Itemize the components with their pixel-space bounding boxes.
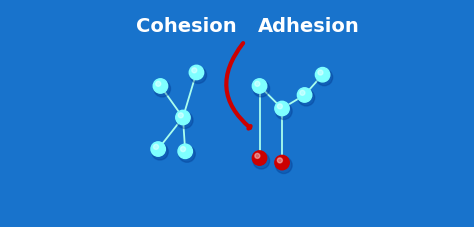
Circle shape: [315, 68, 330, 83]
Circle shape: [192, 69, 197, 74]
Text: Cohesion: Cohesion: [136, 17, 236, 36]
Circle shape: [253, 153, 270, 169]
Circle shape: [252, 151, 267, 165]
Circle shape: [179, 146, 195, 163]
Circle shape: [189, 66, 204, 80]
Circle shape: [176, 111, 190, 125]
Circle shape: [297, 88, 312, 103]
Circle shape: [181, 147, 185, 152]
Circle shape: [252, 79, 267, 94]
Circle shape: [154, 145, 158, 150]
Text: Adhesion: Adhesion: [258, 17, 360, 36]
Circle shape: [154, 81, 171, 98]
Circle shape: [277, 158, 283, 163]
Circle shape: [178, 144, 192, 159]
Circle shape: [275, 104, 292, 120]
Circle shape: [253, 81, 270, 98]
Circle shape: [151, 142, 165, 157]
Circle shape: [277, 104, 283, 109]
Circle shape: [318, 71, 323, 76]
Circle shape: [255, 82, 260, 87]
Circle shape: [190, 68, 207, 84]
Circle shape: [176, 112, 193, 129]
Circle shape: [300, 91, 305, 96]
Circle shape: [298, 90, 315, 106]
Circle shape: [275, 102, 289, 116]
Circle shape: [275, 157, 292, 174]
Circle shape: [152, 144, 168, 160]
Circle shape: [275, 156, 289, 170]
Circle shape: [153, 79, 168, 94]
Circle shape: [316, 70, 333, 86]
Circle shape: [156, 82, 161, 87]
Circle shape: [255, 154, 260, 159]
Circle shape: [178, 113, 183, 118]
